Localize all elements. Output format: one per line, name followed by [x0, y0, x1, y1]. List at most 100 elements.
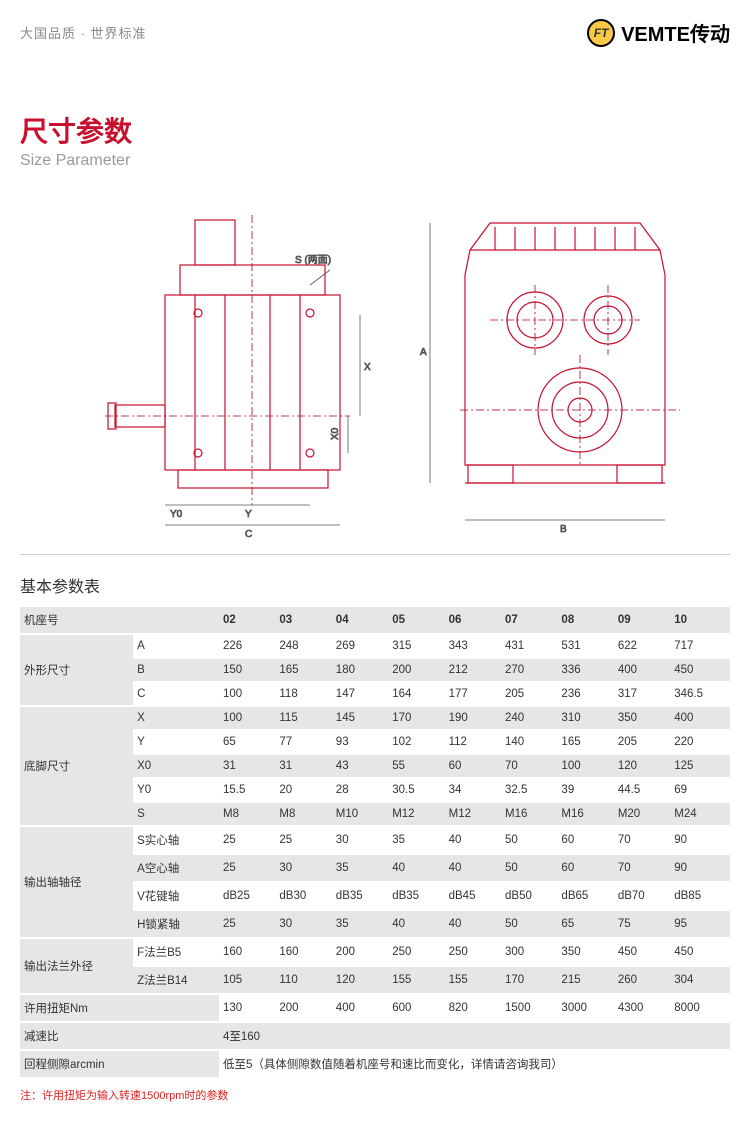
cell: 118	[275, 682, 331, 706]
model-header: 07	[501, 607, 557, 634]
cell: 304	[670, 966, 730, 994]
cell: M20	[614, 802, 670, 826]
cell: 165	[557, 730, 613, 754]
cell: 205	[501, 682, 557, 706]
cell: 28	[332, 778, 388, 802]
dim-x: X	[364, 362, 371, 373]
model-header: 05	[388, 607, 444, 634]
cell: 120	[614, 754, 670, 778]
row-label: V花键轴	[133, 882, 219, 910]
brand-text: VEMTE传动	[621, 18, 730, 47]
cell: M12	[445, 802, 501, 826]
cell: 160	[275, 938, 331, 966]
dim-c: C	[245, 529, 252, 540]
cell: M24	[670, 802, 730, 826]
cell: 165	[275, 658, 331, 682]
cell: 60	[445, 754, 501, 778]
cell: 110	[275, 966, 331, 994]
cell: 147	[332, 682, 388, 706]
cell: 250	[445, 938, 501, 966]
cell: 155	[388, 966, 444, 994]
cell: 160	[219, 938, 275, 966]
cell: 164	[388, 682, 444, 706]
cell: 15.5	[219, 778, 275, 802]
group-header: 输出法兰外径	[20, 938, 133, 994]
cell-span: 低至5（具体侧隙数值随着机座号和速比而变化，详情请咨询我司）	[219, 1050, 730, 1078]
model-header: 10	[670, 607, 730, 634]
cell: dB65	[557, 882, 613, 910]
cell: 100	[219, 706, 275, 730]
cell: 30	[332, 826, 388, 854]
cell: 431	[501, 634, 557, 658]
cell: 40	[445, 910, 501, 938]
cell: 600	[388, 994, 444, 1022]
cell: 177	[445, 682, 501, 706]
cell: 155	[445, 966, 501, 994]
table-title: 基本参数表	[20, 573, 730, 597]
cell: 25	[219, 826, 275, 854]
dim-y0: Y0	[170, 509, 183, 520]
cell: 317	[614, 682, 670, 706]
cell: 346.5	[670, 682, 730, 706]
row-label: Z法兰B14	[133, 966, 219, 994]
cell: 125	[670, 754, 730, 778]
cell: 260	[614, 966, 670, 994]
cell: 50	[501, 854, 557, 882]
parameter-table: 机座号020304050607080910外形尺寸A22624826931534…	[20, 607, 730, 1079]
cell: 25	[219, 854, 275, 882]
dim-b: B	[560, 524, 567, 535]
row-label: B	[133, 658, 219, 682]
cell: 40	[445, 826, 501, 854]
row-label: X	[133, 706, 219, 730]
cell: M16	[557, 802, 613, 826]
cell: 40	[388, 910, 444, 938]
cell: 400	[670, 706, 730, 730]
cell: dB85	[670, 882, 730, 910]
cell: 336	[557, 658, 613, 682]
cell: dB45	[445, 882, 501, 910]
cell: 39	[557, 778, 613, 802]
cell: 70	[614, 854, 670, 882]
cell: M8	[219, 802, 275, 826]
tagline: 大国品质 · 世界标准	[20, 23, 147, 42]
cell: 90	[670, 854, 730, 882]
cell: 35	[332, 854, 388, 882]
technical-diagram: S (两面) X X0 Y0 Y C	[20, 195, 730, 555]
cell: 531	[557, 634, 613, 658]
page-header: 大国品质 · 世界标准 FT VEMTE传动	[20, 10, 730, 55]
cell: 220	[670, 730, 730, 754]
cell: 170	[501, 966, 557, 994]
cell: 190	[445, 706, 501, 730]
col-header: 机座号	[20, 607, 219, 634]
cell: 343	[445, 634, 501, 658]
cell: 200	[388, 658, 444, 682]
cell: 60	[557, 854, 613, 882]
title-cn: 尺寸参数	[20, 110, 730, 150]
cell: 450	[614, 938, 670, 966]
cell: 205	[614, 730, 670, 754]
cell: 248	[275, 634, 331, 658]
dim-s: S (两面)	[295, 255, 331, 266]
cell: 40	[388, 854, 444, 882]
cell: 35	[332, 910, 388, 938]
dim-x0: X0	[330, 427, 341, 440]
cell: 200	[332, 938, 388, 966]
cell: dB25	[219, 882, 275, 910]
cell: dB30	[275, 882, 331, 910]
cell: M12	[388, 802, 444, 826]
cell: 8000	[670, 994, 730, 1022]
row-label: H锁紧轴	[133, 910, 219, 938]
cell: 31	[219, 754, 275, 778]
dim-y: Y	[245, 509, 252, 520]
cell: 90	[670, 826, 730, 854]
cell: 300	[501, 938, 557, 966]
brand-logo: FT VEMTE传动	[587, 18, 730, 47]
row-label: A	[133, 634, 219, 658]
group-header: 外形尺寸	[20, 634, 133, 706]
model-header: 09	[614, 607, 670, 634]
cell: 30	[275, 854, 331, 882]
row-header: 减速比	[20, 1022, 219, 1050]
cell: 270	[501, 658, 557, 682]
cell: 200	[275, 994, 331, 1022]
row-label: A空心轴	[133, 854, 219, 882]
